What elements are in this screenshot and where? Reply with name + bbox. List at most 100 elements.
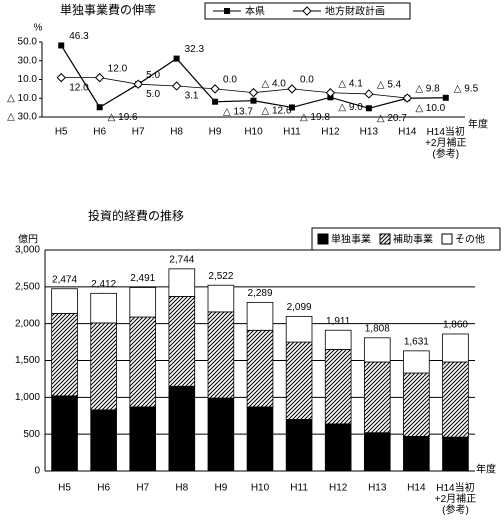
bar-segment: [51, 288, 78, 314]
x-tick-label: H14当初+2月補正(参考): [435, 481, 476, 516]
bar-segment: [363, 337, 391, 363]
bar-segment: [90, 292, 117, 324]
bar-segment: [168, 385, 196, 472]
marker: [302, 6, 312, 16]
marker: [248, 87, 259, 98]
marker: [210, 84, 220, 94]
bar-segment: [207, 311, 235, 399]
y-tick-label: 500: [23, 429, 40, 440]
chart-title: 投資的経費の推移: [88, 208, 184, 223]
legend-label: その他: [455, 233, 485, 246]
y-unit: 億円: [18, 233, 38, 246]
value-label: △ 19.6: [108, 112, 138, 123]
value-label: △ 9.0: [338, 102, 363, 113]
y-tick-label: 50.0: [18, 37, 38, 48]
y-tick-label: △ 10.0: [7, 93, 37, 104]
bar-segment: [285, 419, 313, 472]
total-label: 2,412: [91, 279, 116, 290]
x-tick-label: H12: [329, 483, 348, 494]
x-tick-label: H13: [368, 483, 387, 494]
value-label: 12.0: [108, 63, 128, 74]
marker: [364, 89, 374, 99]
bar-segment: [168, 296, 196, 387]
marker: [325, 88, 336, 98]
bar-segment: [168, 268, 196, 297]
marker: [171, 81, 182, 91]
value-label: 5.0: [146, 70, 160, 81]
marker: [58, 42, 65, 49]
y-tick-label: 2,500: [15, 281, 40, 292]
value-label: △ 9.5: [454, 83, 479, 94]
bar-segment: [207, 284, 235, 313]
x-tick-label: H13: [360, 127, 379, 138]
bar-segment: [324, 329, 352, 350]
x-tick-label: H7: [136, 483, 149, 494]
bar-segment: [403, 372, 430, 437]
value-label: △ 20.7: [377, 113, 407, 124]
x-tick-label: H10: [251, 483, 270, 494]
y-tick-label: 3,000: [15, 245, 40, 256]
bar-segment: [90, 409, 117, 472]
x-tick-label: H12: [321, 127, 340, 138]
total-label: 2,522: [208, 271, 233, 282]
legend-label: 地方財政計画: [325, 5, 385, 18]
bar-segment: [324, 423, 352, 472]
value-label: △ 10.0: [415, 103, 445, 114]
marker: [402, 93, 413, 103]
x-axis-label: 年度: [468, 118, 488, 131]
marker: [365, 105, 372, 112]
marker: [224, 8, 230, 14]
y-unit: %: [34, 23, 43, 34]
value-label: 12.0: [69, 82, 89, 93]
value-label: △ 4.1: [338, 78, 363, 89]
value-label: 0.0: [300, 75, 314, 86]
value-label: 5.0: [146, 89, 160, 100]
x-tick-label: H11: [290, 483, 308, 494]
bar-segment: [246, 406, 274, 472]
marker: [133, 79, 143, 89]
marker: [212, 98, 219, 105]
bar-segment: [403, 435, 430, 472]
bar-segment: [442, 361, 469, 438]
y-tick-label: △ 30.0: [7, 112, 37, 123]
marker: [173, 55, 180, 62]
bar-segment: [442, 436, 469, 472]
y-tick-label: 1,500: [15, 355, 40, 366]
value-label: 3.1: [185, 91, 199, 102]
y-tick-label: 2,000: [15, 318, 40, 329]
y-tick-label: 10.0: [18, 74, 38, 85]
legend-box: [311, 227, 501, 251]
legend-label: 本県: [245, 5, 265, 18]
y-tick-label: 1,000: [15, 392, 40, 403]
x-tick-label: H5: [55, 127, 68, 138]
bar-segment: [246, 301, 274, 331]
bar-segment: [324, 349, 352, 425]
total-label: 2,744: [169, 254, 194, 265]
value-label: 32.3: [185, 44, 205, 55]
value-label: △ 5.4: [377, 80, 402, 91]
x-tick-label: H6: [97, 483, 110, 494]
legend-label: 補助事業: [393, 233, 433, 246]
x-tick-label: H10: [244, 127, 263, 138]
bar-segment: [51, 312, 78, 397]
x-tick-label: H6: [93, 127, 106, 138]
legend-swatch: [317, 233, 329, 245]
x-tick-label: H11: [283, 127, 301, 138]
marker: [94, 72, 105, 83]
total-label: 2,289: [247, 288, 272, 299]
x-tick-label: H14: [407, 483, 426, 494]
marker: [56, 72, 66, 83]
marker: [250, 97, 257, 104]
total-label: 1,631: [404, 336, 429, 347]
total-label: 2,099: [287, 302, 312, 313]
x-axis-label: 年度: [476, 463, 496, 476]
bar-segment: [285, 315, 313, 343]
legend-swatch: [441, 233, 453, 245]
marker: [442, 94, 449, 101]
x-tick-label: H9: [215, 483, 228, 494]
bar-segment: [285, 341, 313, 420]
value-label: △ 19.8: [300, 112, 330, 123]
total-label: 1,808: [365, 323, 390, 334]
bar-segment: [246, 329, 274, 408]
